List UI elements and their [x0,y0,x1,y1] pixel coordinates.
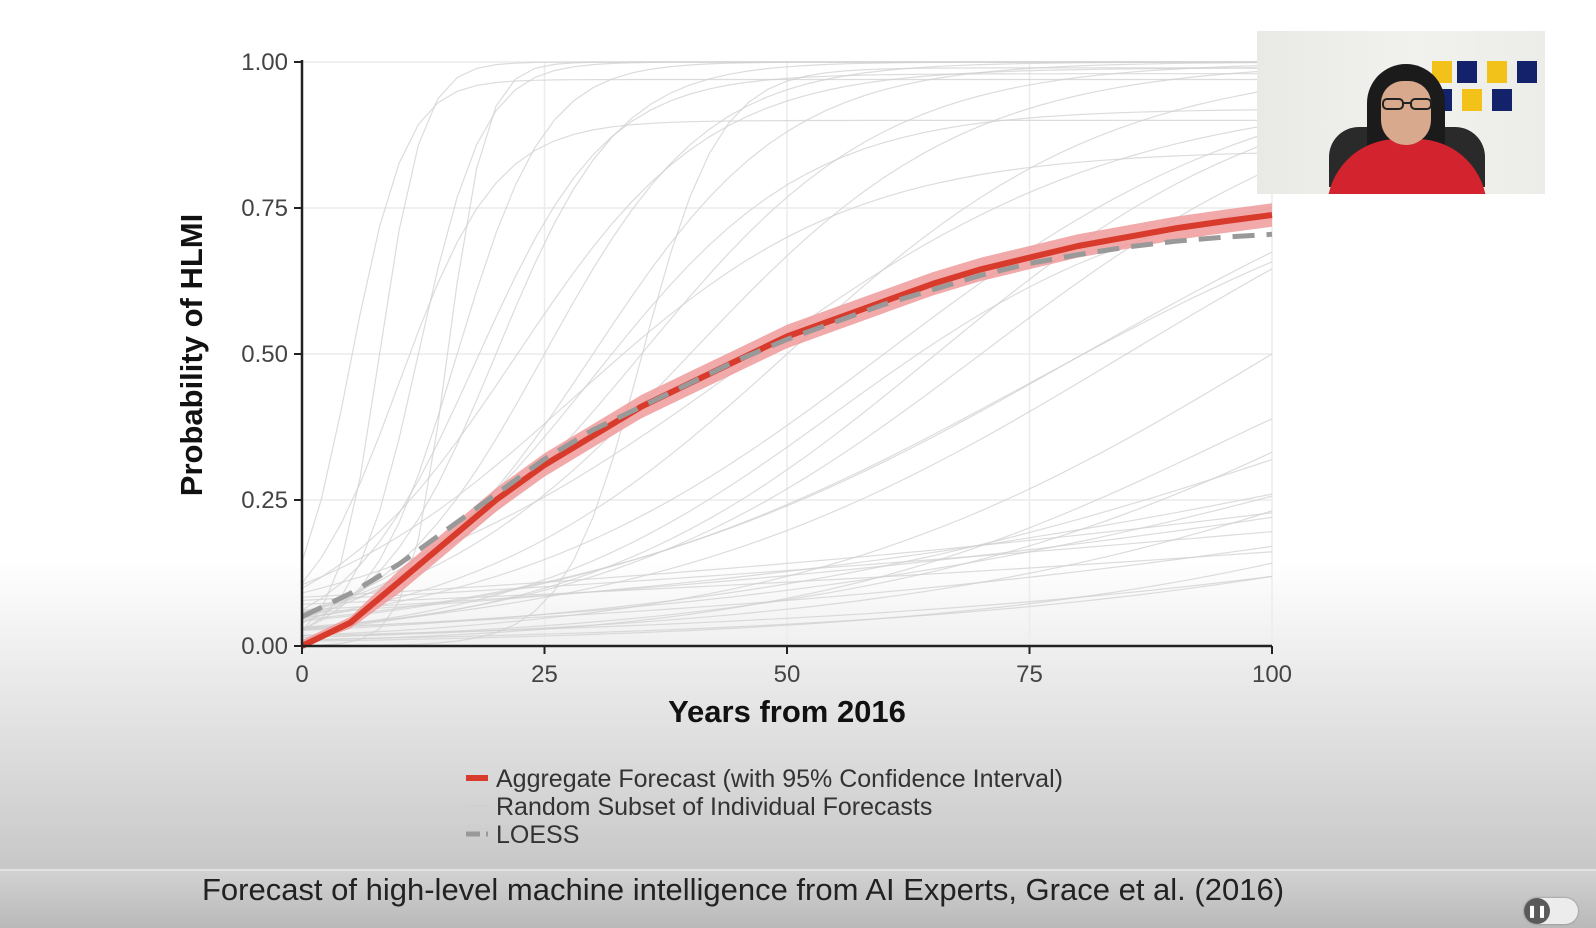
individual-forecast-curve [301,575,1273,641]
legend-label-loess: LOESS [496,821,579,849]
x-axis-title: Years from 2016 [668,694,906,729]
y-tick-label: 0.50 [241,341,288,368]
glasses-icon [1382,98,1432,110]
pause-icon: ❚❚ [1524,898,1550,924]
x-tick-label: 0 [295,661,308,688]
wall-art-square [1492,89,1512,111]
individual-forecast-curve [301,451,1273,638]
individual-forecast-curve [301,493,1273,614]
wall-art-square [1457,61,1477,83]
legend-label-aggregate: Aggregate Forecast (with 95% Confidence … [496,765,1063,793]
individual-forecast-curve [301,418,1273,641]
individual-forecast-curve [301,67,1272,589]
slide-caption: Forecast of high-level machine intellige… [201,872,1285,907]
individual-forecast-curve [301,516,1273,611]
axes: 0.00 0.25 0.50 0.75 1.00 0 25 50 75 100 [241,49,1292,688]
individual-forecast-curve [301,495,1273,630]
individual-forecast-curve [301,70,1273,614]
loess-line [300,231,1273,620]
y-axis-title: Probability of HLMI [174,214,209,496]
individual-forecast-curve [301,61,1272,647]
individual-forecast-curve [301,531,1273,601]
y-tick-label: 0.75 [241,195,288,222]
individual-forecast-curve [301,131,1273,619]
legend: Aggregate Forecast (with 95% Confidence … [466,765,1063,849]
x-tick-label: 50 [774,661,801,688]
wall-art-square [1487,61,1507,83]
individual-forecast-curve [301,261,1273,622]
individual-forecast-curve [301,152,1273,586]
x-tick-label: 75 [1016,661,1043,688]
individual-forecast-curve [301,119,1272,584]
y-tick-label: 0.25 [241,487,288,514]
presenter-face [1381,81,1431,145]
x-tick-label: 100 [1252,661,1292,688]
pause-toggle[interactable]: ❚❚ [1524,898,1578,924]
individual-forecast-curve [301,575,1273,637]
wall-art-square [1432,61,1452,83]
y-tick-label: 1.00 [241,49,288,76]
x-tick-label: 25 [531,661,558,688]
individual-forecast-curve [301,73,1272,611]
caption-bar [0,869,1596,928]
individual-forecast-curve [301,562,1273,642]
individual-forecast-curve [301,512,1273,598]
individual-forecast-curve [301,140,1273,631]
individual-forecast-curve [301,89,1273,619]
aggregate-forecast-line [300,212,1273,649]
presenter-webcam [1257,31,1545,194]
individual-forecast-curve [301,67,1272,647]
wall-art-square [1462,89,1482,111]
y-tick-label: 0.00 [241,633,288,660]
individual-forecast-curve [301,551,1273,605]
individual-forecast-curve [301,78,1272,563]
individual-forecasts [301,61,1273,647]
legend-label-individual: Random Subset of Individual Forecasts [496,793,932,821]
wall-art-square [1517,61,1537,83]
individual-forecast-curve [301,353,1273,637]
individual-forecast-curve [301,545,1273,629]
individual-forecast-curve [301,268,1273,628]
